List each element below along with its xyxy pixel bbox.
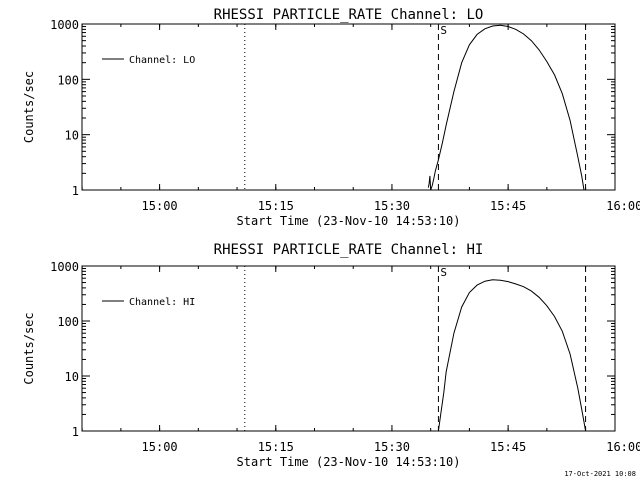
y-tick-label: 1: [72, 184, 79, 198]
x-tick-label: 15:15: [258, 199, 294, 213]
x-tick-label: 15:30: [374, 440, 410, 454]
x-axis-label: Start Time (23-Nov-10 14:53:10): [237, 214, 461, 228]
generation-timestamp: 17-Oct-2021 10:08: [564, 470, 636, 478]
y-tick-label: 1000: [50, 18, 79, 32]
y-tick-label: 100: [57, 73, 79, 87]
event-marker-label: S: [440, 24, 447, 37]
y-axis-label: Counts/sec: [22, 71, 36, 143]
series-line: [427, 24, 585, 191]
y-tick-label: 10: [65, 129, 79, 143]
plot-frame: [81, 265, 616, 432]
series-line: [437, 279, 587, 432]
x-tick-label: 16:00: [606, 199, 640, 213]
legend-label: Channel: LO: [129, 55, 195, 66]
event-marker-label: S: [440, 266, 447, 279]
legend-label: Channel: HI: [129, 297, 195, 308]
chart-panel-2: RHESSI PARTICLE_RATE Channel: HI 15:00 15:…: [22, 242, 640, 469]
x-tick-label: 16:00: [606, 440, 640, 454]
x-tick-label: 15:15: [258, 440, 294, 454]
plot-frame: [81, 23, 616, 191]
x-axis-label: Start Time (23-Nov-10 14:53:10): [237, 455, 461, 469]
y-axis-label: Counts/sec: [22, 312, 36, 384]
y-tick-label: 1000: [50, 260, 79, 274]
x-tick-label: 15:00: [142, 440, 178, 454]
x-tick-label: 15:45: [490, 199, 526, 213]
x-tick-label: 15:30: [374, 199, 410, 213]
y-tick-label: 10: [65, 370, 79, 384]
y-tick-label: 1: [72, 425, 79, 439]
chart-title: RHESSI PARTICLE_RATE Channel: LO: [214, 7, 484, 23]
x-tick-label: 15:45: [490, 440, 526, 454]
chart-panel-1: RHESSI PARTICLE_RATE Channel: LO 15:00 15:…: [22, 7, 640, 228]
chart-title: RHESSI PARTICLE_RATE Channel: HI: [214, 242, 484, 258]
x-tick-label: 15:00: [142, 199, 178, 213]
y-tick-label: 100: [57, 315, 79, 329]
